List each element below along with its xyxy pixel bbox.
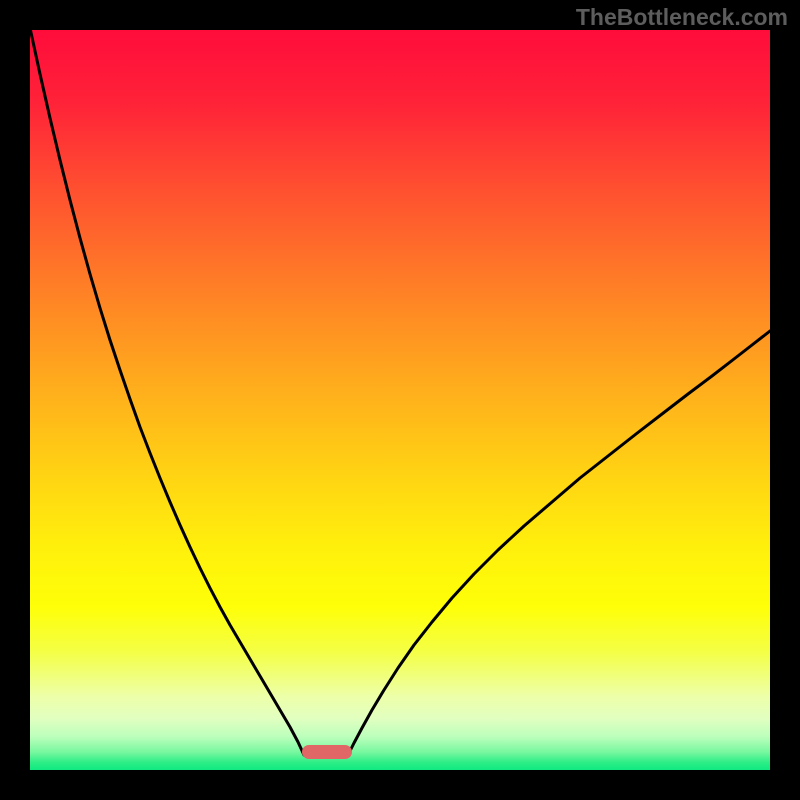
watermark-text: TheBottleneck.com (576, 4, 788, 31)
curve-left-branch (30, 30, 304, 755)
bottleneck-curve (30, 30, 770, 770)
curve-right-branch (348, 331, 770, 755)
plot-area (30, 30, 770, 770)
bottleneck-marker (302, 745, 352, 759)
